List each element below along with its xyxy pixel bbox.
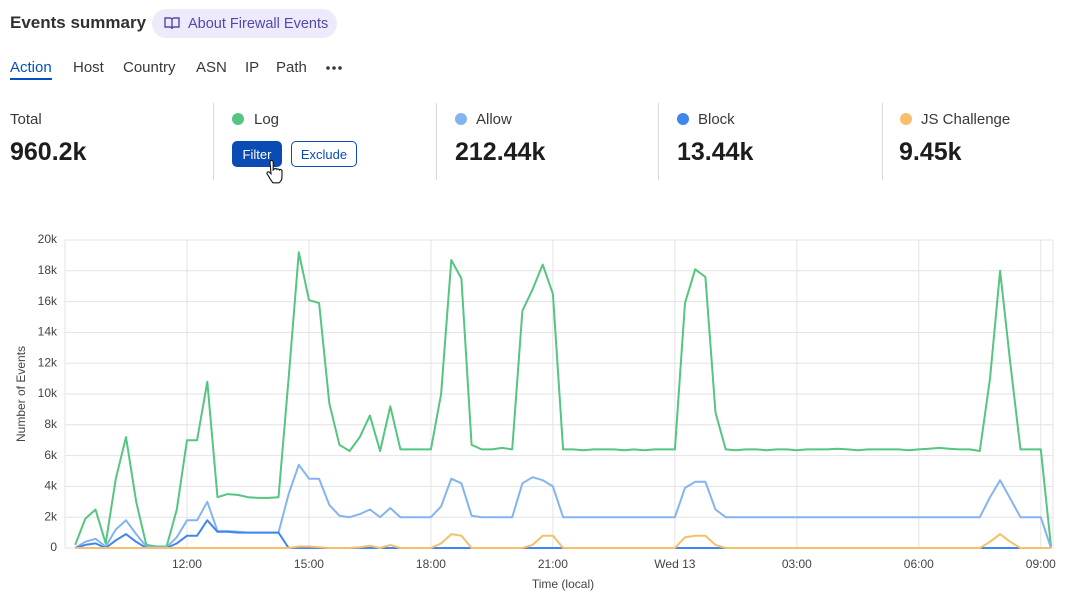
- series-line: [74, 519, 1051, 549]
- y-tick-label: 4k: [44, 479, 58, 493]
- stat-value: 9.45k: [899, 138, 962, 166]
- stat-value: 212.44k: [455, 138, 546, 166]
- exclude-button[interactable]: Exclude: [291, 141, 357, 167]
- series-line: [74, 463, 1052, 549]
- stat-dot: [900, 113, 912, 125]
- x-tick-label: 15:00: [294, 557, 324, 571]
- tab[interactable]: Action: [10, 59, 52, 80]
- x-tick-label: 09:00: [1026, 557, 1056, 571]
- stat-label: Log: [254, 111, 280, 128]
- about-link-text[interactable]: About Firewall Events: [188, 15, 329, 32]
- separator: [213, 103, 214, 180]
- y-tick-label: 20k: [38, 232, 58, 246]
- tab[interactable]: IP: [245, 59, 260, 76]
- y-axis-label: Number of Events: [14, 346, 28, 442]
- y-tick-label: 10k: [38, 386, 58, 400]
- stat-label: Allow: [476, 111, 512, 128]
- x-tick-label: 21:00: [538, 557, 568, 571]
- tab[interactable]: Country: [123, 59, 176, 76]
- y-tick-label: 0: [50, 540, 57, 554]
- series-line: [74, 251, 1052, 548]
- stat-dot: [232, 113, 244, 125]
- stat-dot: [455, 113, 467, 125]
- y-tick-label: 16k: [38, 294, 58, 308]
- y-tick-label: 18k: [38, 263, 58, 277]
- about-link[interactable]: About Firewall Events: [152, 9, 337, 38]
- y-tick-label: 12k: [38, 355, 58, 369]
- separator: [882, 103, 883, 180]
- filter-button[interactable]: Filter: [232, 141, 282, 167]
- x-tick-label: 12:00: [172, 557, 202, 571]
- tab[interactable]: ASN: [196, 59, 227, 76]
- y-tick-label: 6k: [44, 448, 58, 462]
- stat-value: 13.44k: [677, 138, 754, 166]
- stat-label: JS Challenge: [921, 111, 1011, 128]
- x-axis-label: Time (local): [532, 577, 594, 591]
- y-tick-label: 2k: [44, 509, 58, 523]
- x-tick-label: 18:00: [416, 557, 446, 571]
- y-tick-label: 8k: [44, 417, 58, 431]
- page-title: Events summary: [10, 13, 147, 32]
- book-icon: [164, 17, 180, 30]
- separator: [436, 103, 437, 180]
- separator: [658, 103, 659, 180]
- x-tick-label: 06:00: [904, 557, 934, 571]
- stat-label: Block: [698, 111, 735, 128]
- tab[interactable]: Host: [73, 59, 104, 76]
- cursor: [266, 160, 283, 184]
- tab[interactable]: Path: [276, 59, 307, 76]
- stat-value: 960.2k: [10, 138, 87, 166]
- series-line: [75, 533, 1051, 549]
- stat-dot: [677, 113, 689, 125]
- more-tabs[interactable]: [325, 64, 343, 72]
- stat-label: Total: [10, 111, 42, 128]
- x-tick-label: Wed 13: [654, 557, 695, 571]
- y-tick-label: 14k: [38, 325, 58, 339]
- chart: Time (local) Number of Events 0 2k 4k 6k 8k 1…: [14, 232, 1056, 591]
- x-tick-label: 03:00: [782, 557, 812, 571]
